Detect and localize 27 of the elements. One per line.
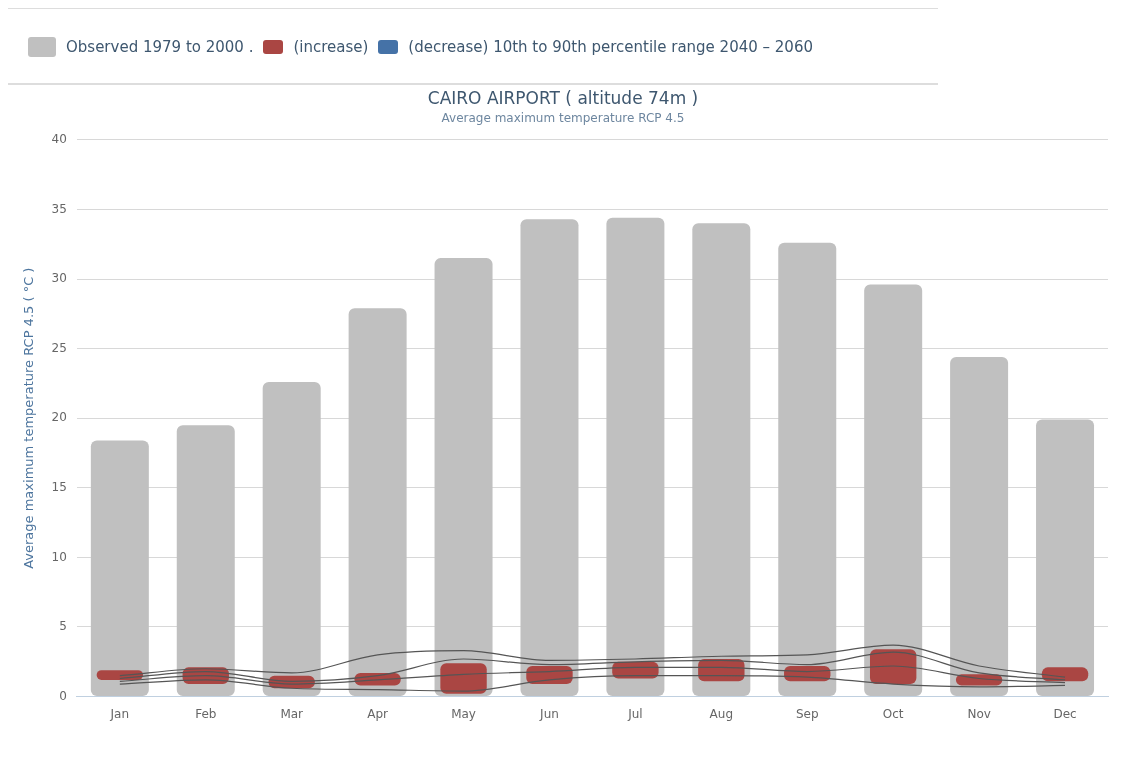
y-tick-label: 5 [59, 619, 67, 634]
y-tick-label: 25 [51, 340, 67, 355]
y-tick-label: 35 [51, 201, 67, 216]
x-tick-label: Sep [795, 706, 819, 721]
y-axis-title: Average maximum temperature RCP 4.5 ( °C ) [21, 267, 37, 569]
x-tick-label: Aug [709, 706, 734, 721]
x-tick-label: Jun [539, 706, 559, 721]
x-tick-label: May [451, 706, 476, 721]
y-tick-label: 40 [51, 131, 67, 146]
y-tick-label: 10 [51, 549, 67, 564]
legend-label: (increase) [293, 38, 369, 56]
x-tick-label: Feb [195, 706, 217, 721]
x-tick-label: Oct [882, 706, 904, 721]
y-tick-label: 30 [51, 271, 67, 286]
chart-subtitle: Average maximum temperature RCP 4.5 [441, 110, 685, 125]
x-tick-label: Mar [280, 706, 304, 721]
legend-label: Observed 1979 to 2000 . [66, 38, 254, 56]
x-tick-label: Jan [109, 706, 130, 721]
y-tick-label: 0 [59, 688, 67, 703]
x-tick-label: Apr [367, 706, 389, 721]
x-tick-label: Dec [1053, 706, 1077, 721]
y-tick-label: 20 [51, 410, 67, 425]
legend-label: (decrease) 10th to 90th percentile range 2040 – 2060 [408, 38, 813, 56]
x-tick-label: Nov [967, 706, 991, 721]
y-tick-label: 15 [51, 479, 67, 494]
chart-title: CAIRO AIRPORT ( altitude 74m ) [427, 87, 699, 108]
x-tick-label: Jul [627, 706, 643, 721]
